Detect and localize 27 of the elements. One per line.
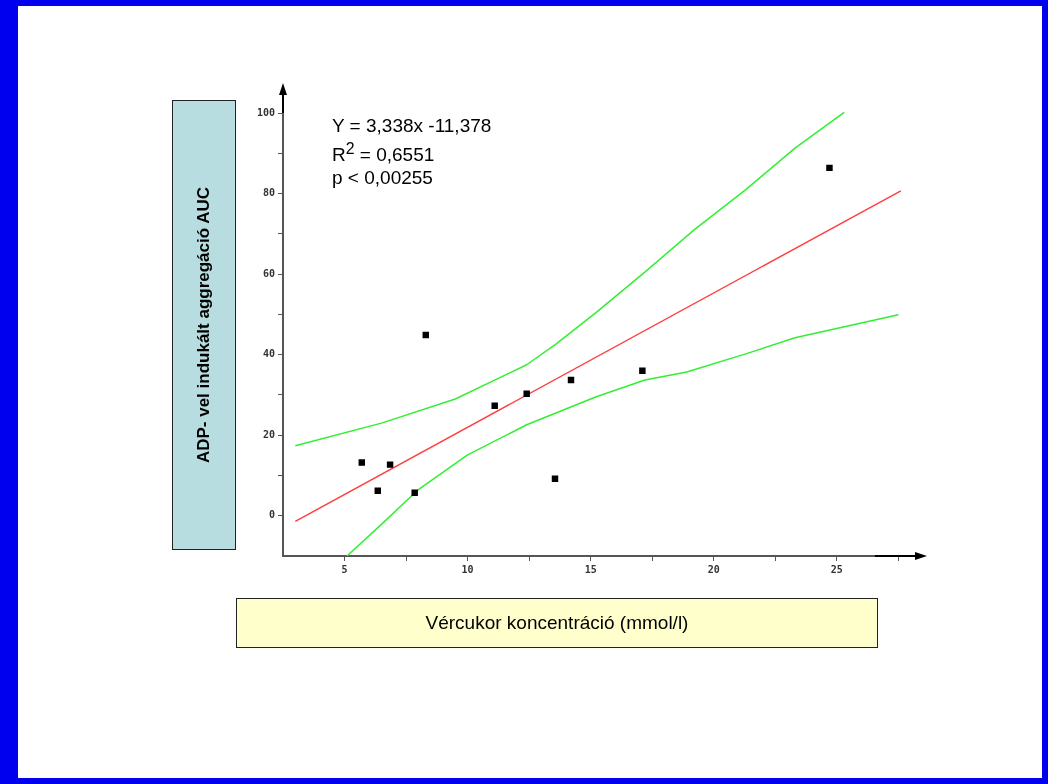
annotation: R$^{2}$ = 0,6551 bbox=[332, 139, 436, 167]
point bbox=[491, 402, 498, 410]
annotation: p < 0,00255 bbox=[332, 166, 434, 190]
point bbox=[639, 367, 646, 375]
y-tick-label: 100 bbox=[256, 106, 275, 118]
point bbox=[374, 487, 381, 494]
x-tick-label: 25 bbox=[830, 563, 843, 575]
x-tick-label: 15 bbox=[584, 563, 597, 575]
x-tick-label: 10 bbox=[461, 563, 474, 575]
point bbox=[523, 390, 530, 397]
point bbox=[826, 164, 833, 172]
y-tick-label: 0 bbox=[268, 509, 275, 521]
y-axis-title: ADP- vel indukált aggregáció AUC bbox=[194, 186, 214, 464]
annotation: Y = 3,338x -11,378 bbox=[332, 114, 492, 137]
x-axis-title: Vércukor koncentráció (mmol/l) bbox=[236, 598, 878, 648]
point bbox=[411, 489, 418, 497]
point bbox=[358, 459, 365, 466]
y-tick-label: 40 bbox=[262, 348, 275, 360]
x-tick-label: 20 bbox=[707, 563, 720, 575]
y-tick-label: 80 bbox=[262, 187, 275, 199]
point bbox=[422, 331, 429, 339]
point bbox=[551, 475, 559, 482]
y-tick-label: 60 bbox=[262, 267, 275, 279]
point bbox=[386, 461, 394, 468]
x-tick-label: 5 bbox=[341, 563, 348, 575]
point bbox=[567, 376, 575, 384]
y-tick-label: 20 bbox=[262, 428, 275, 440]
